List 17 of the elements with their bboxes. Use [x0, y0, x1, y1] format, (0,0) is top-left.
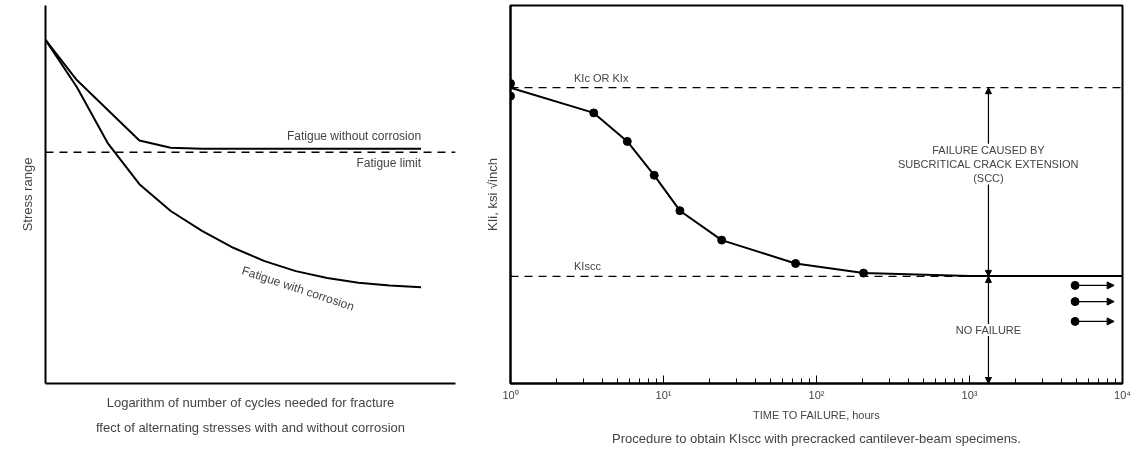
series-label: Fatigue without corrosion [287, 128, 422, 143]
ref-line-label: KIc OR KIx [573, 71, 629, 84]
x-axis-title: TIME TO FAILURE, hours [753, 408, 881, 421]
x-tick-label: 10⁴ [1114, 388, 1132, 401]
ref-line-label: KIscc [573, 260, 602, 273]
x-axis-title: Logarithm of number of cycles needed for fracture [106, 394, 395, 410]
ref-line-label: Fatigue limit [356, 156, 422, 171]
x-tick-label: 10² [808, 388, 825, 401]
annotation: FAILURE CAUSED BY SUBCRITICAL CRACK EXTENSION (SCC) [897, 143, 1079, 185]
text: Procedure to obtain KIscc with precracked cantilever-beam specimens. [612, 430, 1021, 446]
annotation: NO FAILURE [955, 323, 1022, 336]
text: ffect of alternating stresses with and without corrosion [95, 419, 406, 435]
y-axis-title: Stress range [19, 157, 35, 232]
x-tick-label: 10³ [961, 388, 978, 401]
x-tick-label: 10⁰ [502, 388, 519, 401]
y-axis-title: KIi, ksi √inch [484, 158, 500, 231]
x-tick-label: 10¹ [655, 388, 672, 401]
